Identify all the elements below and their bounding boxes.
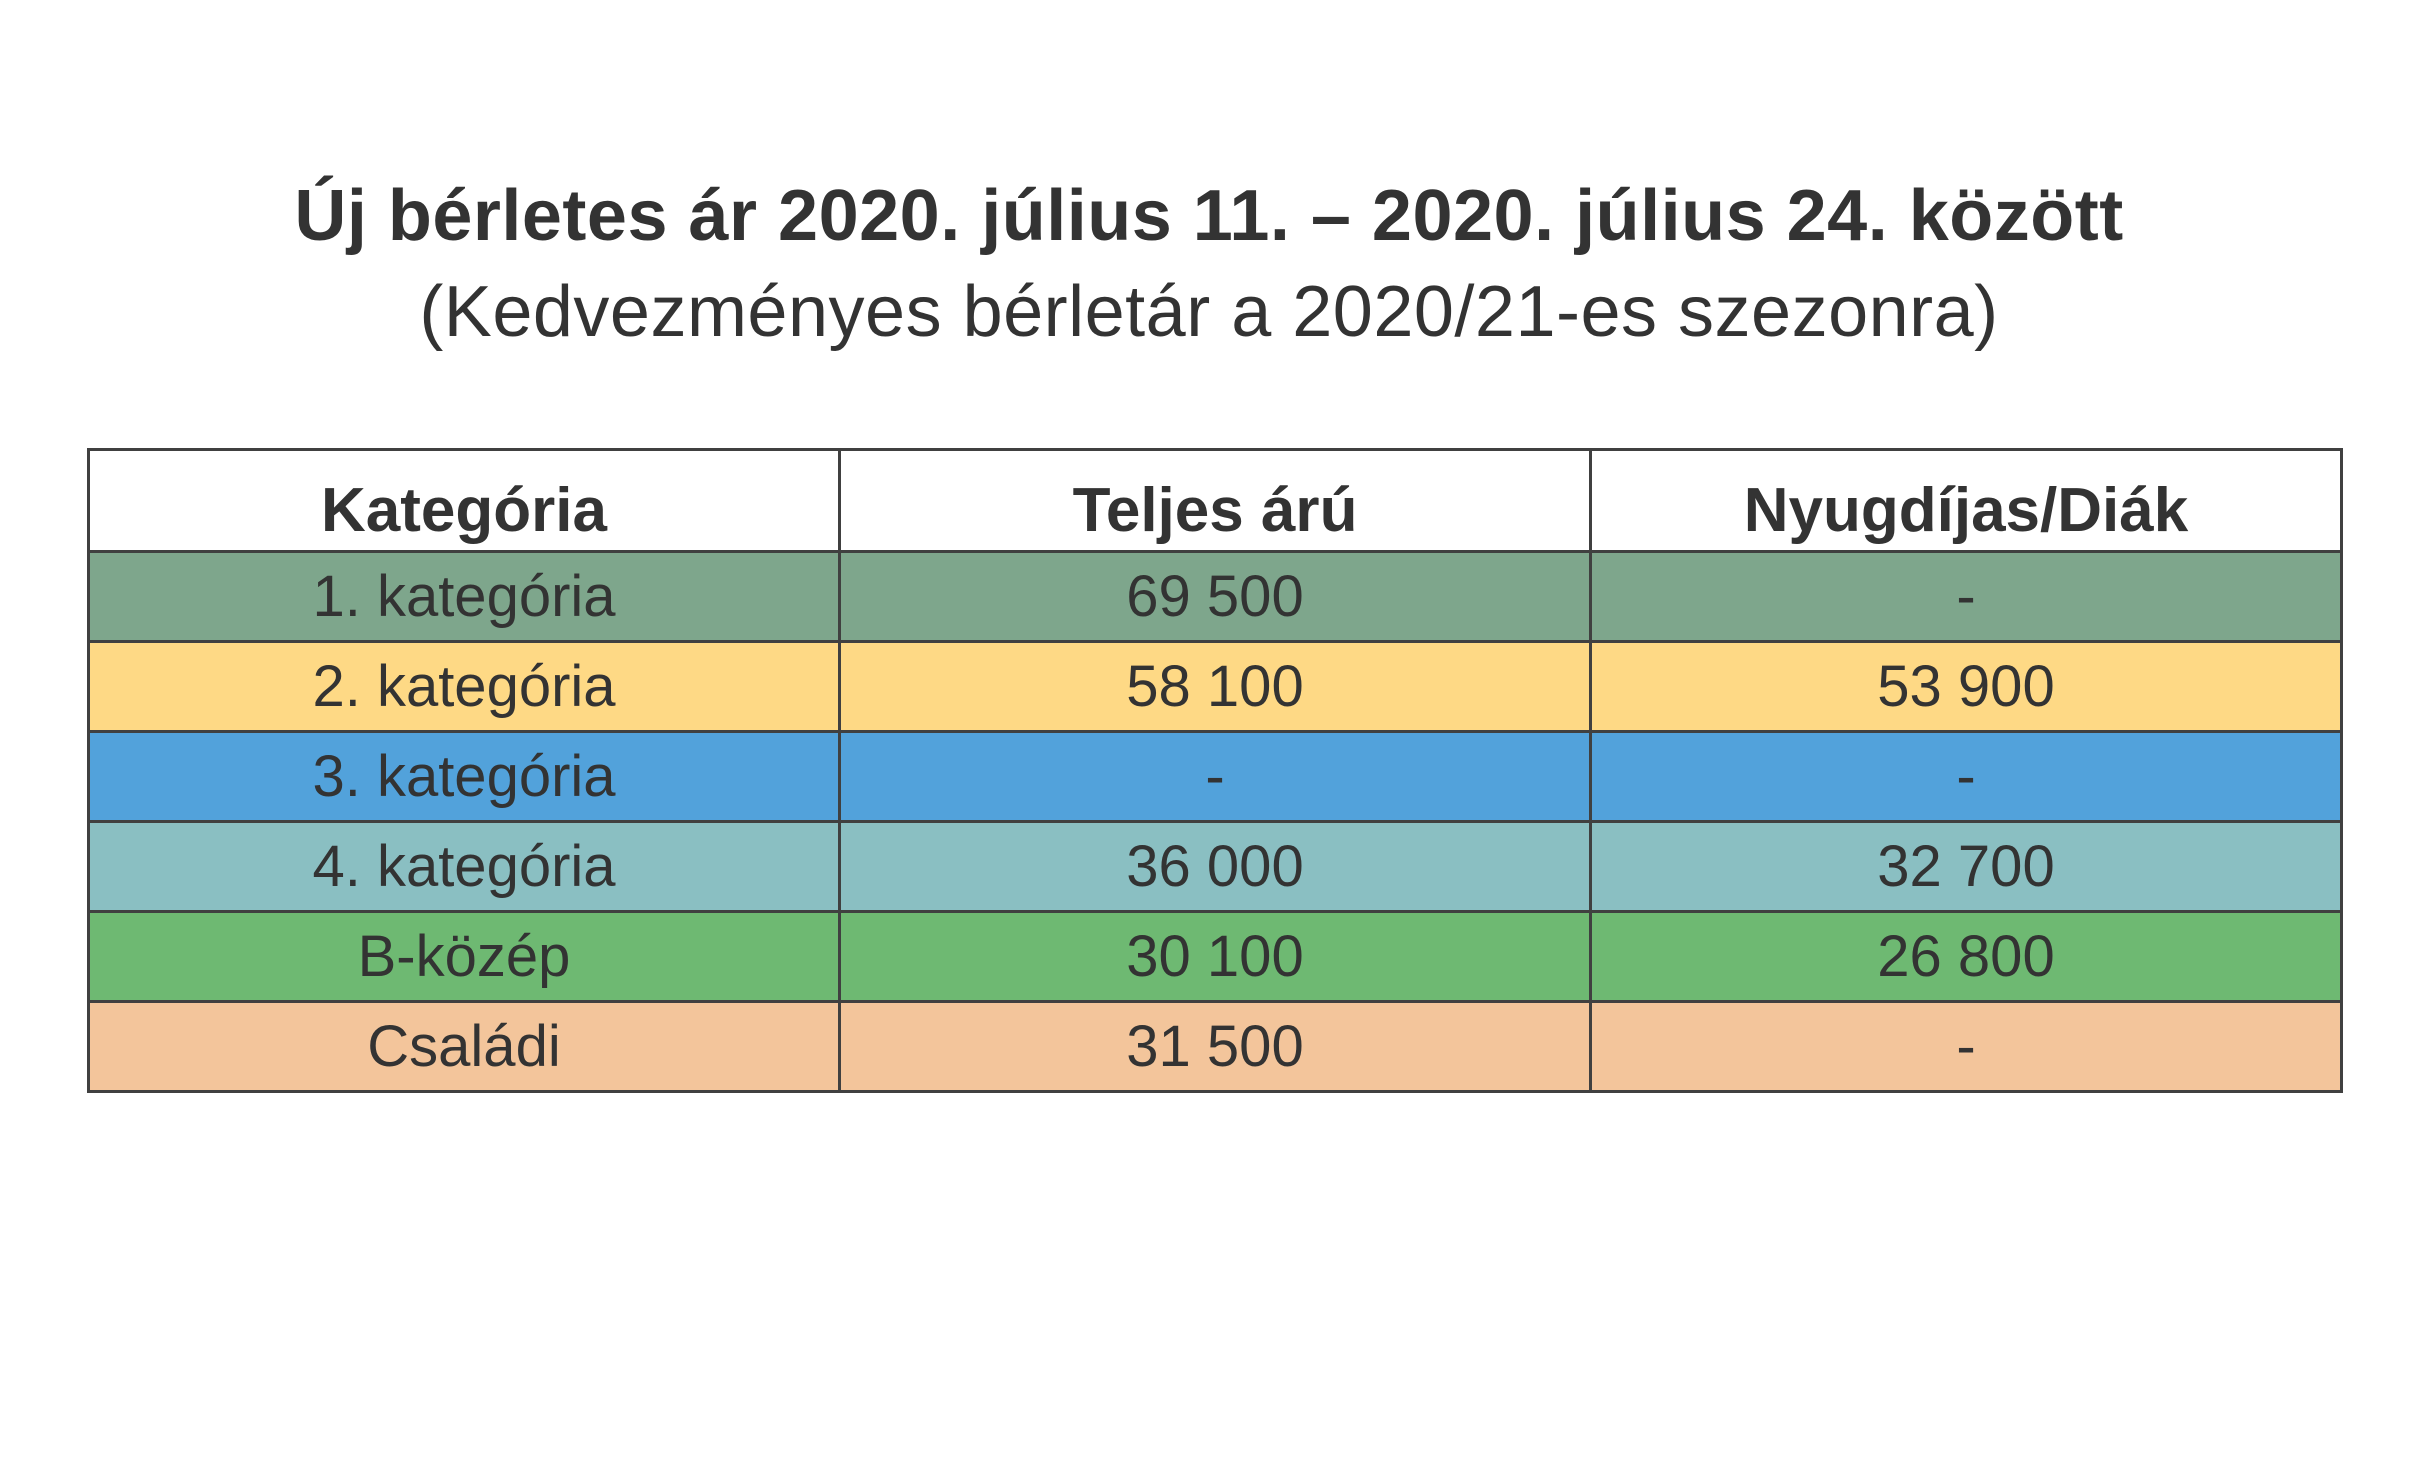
header: Új bérletes ár 2020. július 11. – 2020. … — [0, 168, 2418, 360]
column-header-full-price: Teljes árú — [838, 448, 1592, 553]
category-cell: 3. kategória — [87, 730, 841, 823]
table-row: Családi 31 500 - — [87, 1000, 2343, 1093]
category-cell: 2. kategória — [87, 640, 841, 733]
table-row: 4. kategória 36 000 32 700 — [87, 820, 2343, 913]
category-cell: 1. kategória — [87, 550, 841, 643]
category-cell: Családi — [87, 1000, 841, 1093]
full-price-cell: 30 100 — [838, 910, 1592, 1003]
reduced-price-cell: 53 900 — [1589, 640, 2343, 733]
reduced-price-cell: 26 800 — [1589, 910, 2343, 1003]
category-cell: B-közép — [87, 910, 841, 1003]
full-price-cell: 69 500 — [838, 550, 1592, 643]
page-title: Új bérletes ár 2020. július 11. – 2020. … — [294, 176, 2124, 256]
price-table: Kategória Teljes árú Nyugdíjas/Diák 1. k… — [87, 448, 2343, 1093]
page-subtitle: (Kedvezményes bérletár a 2020/21-es szez… — [419, 272, 1999, 352]
table-row: B-közép 30 100 26 800 — [87, 910, 2343, 1003]
table-row: 1. kategória 69 500 - — [87, 550, 2343, 643]
table-row: 3. kategória - - — [87, 730, 2343, 823]
full-price-cell: - — [838, 730, 1592, 823]
reduced-price-cell: - — [1589, 1000, 2343, 1093]
reduced-price-cell: 32 700 — [1589, 820, 2343, 913]
reduced-price-cell: - — [1589, 730, 2343, 823]
full-price-cell: 31 500 — [838, 1000, 1592, 1093]
column-header-reduced-price: Nyugdíjas/Diák — [1589, 448, 2343, 553]
full-price-cell: 58 100 — [838, 640, 1592, 733]
reduced-price-cell: - — [1589, 550, 2343, 643]
category-cell: 4. kategória — [87, 820, 841, 913]
table-header-row: Kategória Teljes árú Nyugdíjas/Diák — [87, 448, 2343, 553]
table-row: 2. kategória 58 100 53 900 — [87, 640, 2343, 733]
column-header-category: Kategória — [87, 448, 841, 553]
full-price-cell: 36 000 — [838, 820, 1592, 913]
